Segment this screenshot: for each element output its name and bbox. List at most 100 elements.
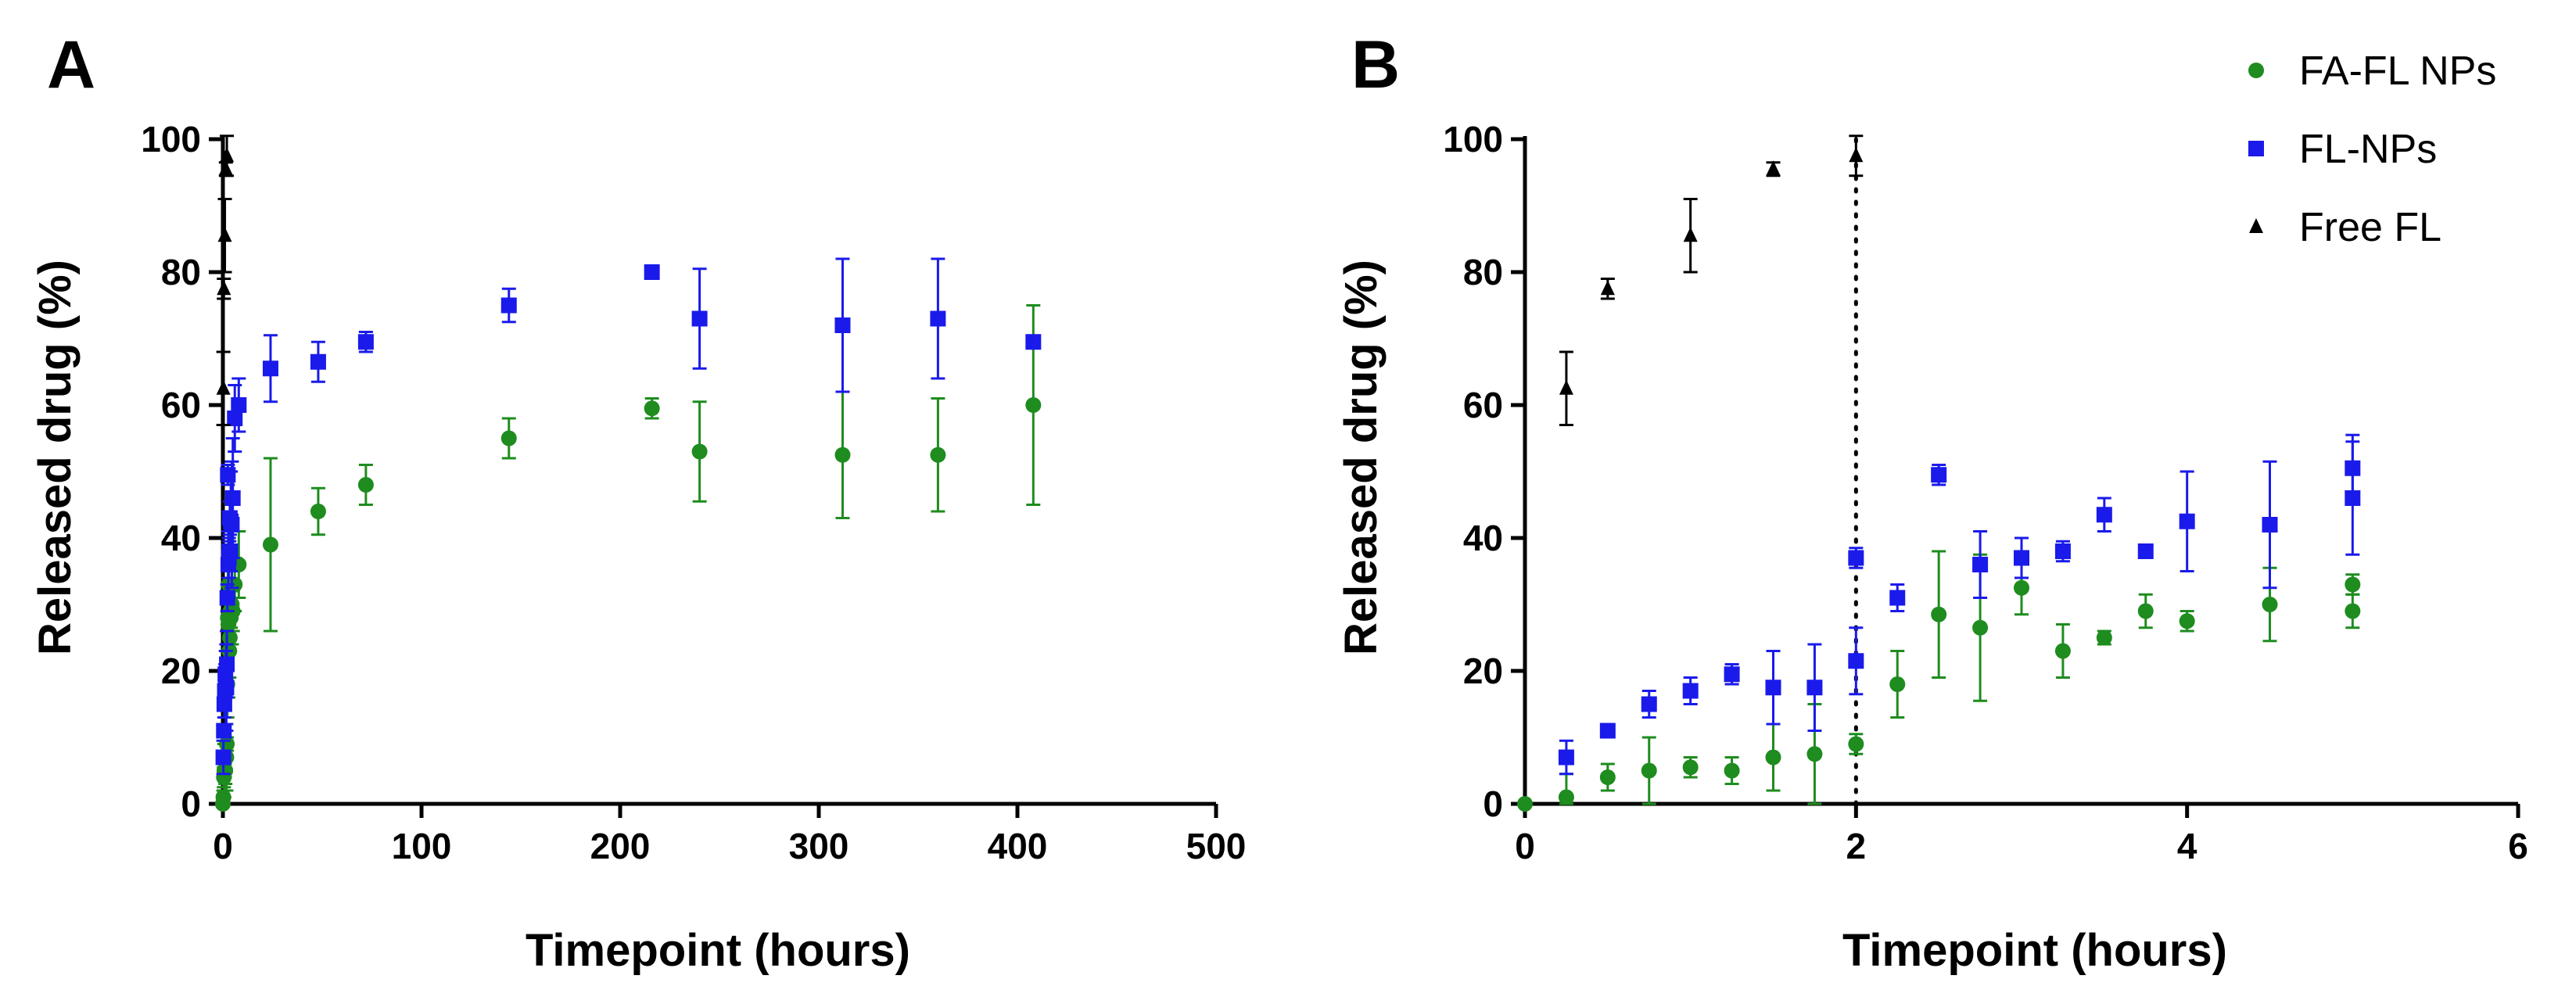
panel-b-fa-fl-nps-point [1682, 759, 1699, 776]
panel-b-free-fl-point [1683, 227, 1698, 242]
panel-b-fa-fl-nps-point [1765, 749, 1781, 766]
panel-a-fl-nps-point [224, 490, 241, 506]
panel-a-fl-nps-point [1025, 334, 1042, 350]
panel-a-fa-fl-nps-point [930, 446, 946, 463]
panel-b-x-tick-label: 0 [1515, 826, 1535, 866]
panel-b-fa-fl-nps-point [1599, 769, 1616, 785]
panel-a-free-fl-point [217, 280, 231, 296]
panel-b-fa-fl-nps-point [2054, 643, 2071, 659]
panel-label-a: A [47, 27, 95, 102]
panel-a-y-tick-label: 20 [161, 651, 201, 691]
panel-b-fl-nps-point [2262, 517, 2278, 533]
panel-a-free-fl-point [220, 147, 235, 163]
panel-label-b: B [1351, 27, 1400, 102]
panel-b-y-tick-label: 80 [1463, 252, 1503, 292]
panel-b-fl-nps-point [2179, 513, 2195, 529]
panel-b-y-tick-label: 40 [1463, 518, 1503, 558]
legend-marker-free-fl [2249, 218, 2263, 233]
panel-a-fa-fl-nps-point [262, 536, 278, 553]
panel-a-fl-nps-point [215, 749, 231, 766]
panel-b-fl-nps-point [2054, 543, 2071, 559]
panel-a-y-tick-label: 80 [161, 252, 201, 292]
panel-a-free-fl-point [217, 227, 232, 242]
panel-b-fl-nps-point [2137, 543, 2154, 559]
panel-b-fl-nps-point [2096, 507, 2112, 523]
panel-b-y-tick-label: 20 [1463, 651, 1503, 691]
panel-b-fa-fl-nps-point [1972, 619, 1989, 636]
panel-a-y-tick-label: 100 [141, 119, 201, 160]
panel-b-plot: 0 20 40 60 80 100 0 2 4 6 [1443, 119, 2528, 866]
panel-b-fa-fl-nps-point [2096, 629, 2112, 646]
panel-a-y-tick-label: 40 [161, 518, 201, 558]
legend: FA-FL NPs FL-NPs Free FL [2248, 48, 2496, 250]
legend-label-free-fl: Free FL [2299, 205, 2441, 250]
panel-b-fa-fl-nps-point [2345, 576, 2361, 593]
panel-b-fa-fl-nps-point [2137, 603, 2154, 619]
panel-b-fa-fl-nps-point [2345, 603, 2361, 619]
panel-b-fl-nps-point [1889, 590, 1906, 606]
panel-a-fl-nps-point [262, 360, 278, 377]
panel-b-fa-fl-nps-point [1517, 796, 1533, 812]
panel-b-fa-fl-nps-point [2014, 579, 2029, 596]
panel-b-y-tick-label: 60 [1463, 385, 1503, 425]
panel-b-fa-fl-nps-point [1931, 606, 1947, 622]
panel-a-fl-nps-point [691, 310, 708, 327]
panel-a-fl-nps-point [310, 353, 326, 370]
panel-b-x-tick-label: 2 [1846, 826, 1867, 866]
panel-b-fa-fl-nps-point [2179, 613, 2195, 629]
panel-a-fl-nps-point [219, 656, 235, 672]
legend-label-fl-nps: FL-NPs [2299, 127, 2437, 172]
panel-a-x-tick-label: 100 [392, 826, 452, 866]
panel-b-fl-nps-point [2014, 550, 2029, 566]
panel-b-x-tick-label: 6 [2508, 826, 2528, 866]
panel-b-fl-nps-point [1806, 680, 1823, 696]
panel-a-free-fl-point [216, 379, 231, 395]
panel-b-fl-nps-point [2345, 460, 2361, 476]
panel-a-fa-fl-nps-point [834, 446, 851, 463]
panel-a-plot: 0 20 40 60 80 100 0 100 200 300 400 500 [141, 119, 1246, 866]
panel-b-fl-nps-point [1931, 467, 1947, 483]
panel-b-fa-fl-nps-point [1724, 762, 1740, 779]
panel-a-x-tick-label: 0 [213, 826, 233, 866]
panel-b-free-fl-point [1766, 160, 1781, 176]
panel-b-free-fl-point [1559, 379, 1573, 395]
panel-a-y-axis-title: Released drug (%) [30, 260, 81, 655]
panel-b-fa-fl-nps-point [1641, 762, 1657, 779]
panel-b-free-fl-point [1600, 280, 1615, 296]
panel-b-fl-nps-point [1641, 696, 1657, 712]
panel-a-fa-fl-nps-point [500, 430, 517, 446]
panel-b-fl-nps-point [1972, 557, 1989, 572]
panel-a-fl-nps-point [930, 310, 946, 327]
panel-a-fl-nps-point [500, 297, 517, 314]
panel-a-fl-nps-point [231, 397, 247, 413]
panel-a-fa-fl-nps-point [691, 443, 708, 460]
panel-a-fa-fl-nps-point [1025, 397, 1042, 413]
panel-b-fl-nps-point [1848, 550, 1864, 566]
panel-a-x-axis-title: Timepoint (hours) [526, 925, 910, 976]
panel-a-x-tick-label: 200 [590, 826, 651, 866]
panel-a-fa-fl-nps-point [644, 400, 660, 417]
panel-a-fa-fl-nps-point [310, 504, 326, 519]
panel-a-fa-fl-nps-point [357, 477, 374, 493]
panel-b-fa-fl-nps-point [1806, 746, 1823, 762]
panel-a-y-tick-label: 60 [161, 385, 201, 425]
legend-marker-fl-nps [2248, 141, 2264, 156]
panel-b-fl-nps-point [1724, 666, 1740, 683]
legend-label-fa-fl-nps: FA-FL NPs [2299, 48, 2496, 94]
panel-b-fa-fl-nps-point [1558, 789, 1574, 805]
panel-a-fl-nps-point [644, 264, 660, 280]
panel-b-y-axis-title: Released drug (%) [1336, 260, 1387, 655]
panel-b-fl-nps-point [1848, 653, 1864, 669]
panel-b-fa-fl-nps-point [2262, 597, 2278, 612]
panel-b-fl-nps-point [1558, 749, 1574, 766]
panel-b-fl-nps-point [1765, 680, 1781, 696]
panel-a-fl-nps-point [357, 334, 374, 350]
panel-a-y-tick-label: 0 [181, 784, 201, 824]
panel-b-x-axis-title: Timepoint (hours) [1842, 925, 2227, 976]
panel-b-y-tick-label: 100 [1443, 119, 1503, 160]
panel-b-free-fl-point [1849, 147, 1864, 163]
panel-a-x-tick-label: 400 [988, 826, 1048, 866]
legend-marker-fa-fl-nps [2248, 63, 2264, 78]
panel-a-x-tick-label: 500 [1186, 826, 1247, 866]
